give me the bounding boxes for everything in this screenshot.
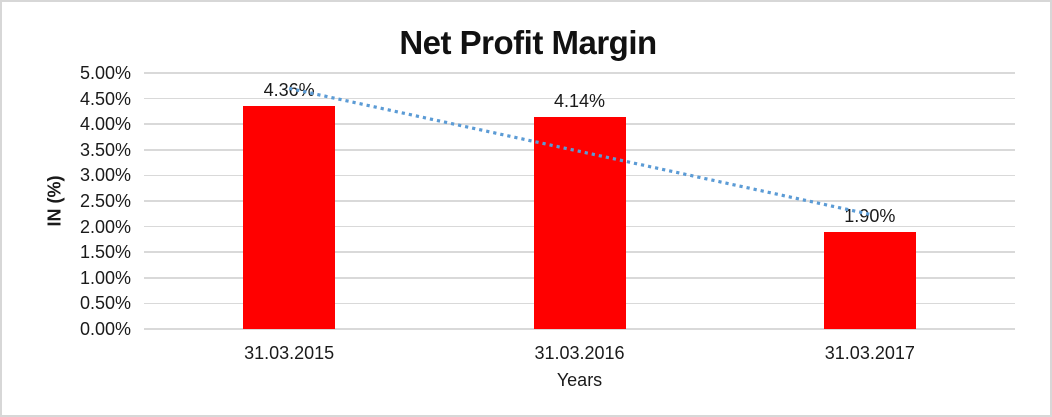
plot-area: 0.00% 0.50% 1.00% 1.50% 2.00% 2.50% 3.00% 3.50%…	[80, 63, 1015, 363]
y-axis-tick-label: 2.00%	[79, 216, 131, 237]
bar-31.03.2017	[823, 231, 916, 329]
data-label: 4.14%	[553, 91, 606, 112]
y-axis-tick-label: 0.00%	[79, 319, 131, 339]
bar-31.03.2016	[533, 117, 626, 329]
y-axis-tick-label: 3.50%	[79, 139, 131, 160]
data-label: 1.90%	[844, 205, 896, 226]
gridline	[144, 328, 1015, 330]
y-axis-tick-label: 1.00%	[79, 267, 131, 288]
y-axis-tick-label: 3.00%	[79, 165, 131, 186]
x-axis-tick-label: 31.03.2015	[244, 343, 335, 363]
y-axis-tick-label: 1.50%	[79, 242, 131, 263]
data-label: 4.36%	[263, 79, 315, 100]
y-axis-tick-label: 5.00%	[79, 63, 131, 83]
y-axis-tick-label: 0.50%	[79, 293, 131, 314]
gridline	[144, 72, 1015, 74]
bar-31.03.2015	[243, 105, 336, 329]
y-axis-tick-label: 4.50%	[79, 88, 131, 109]
x-axis-title: Years	[556, 370, 603, 390]
y-axis-tick-label: 4.00%	[79, 114, 131, 135]
x-axis-tick-label: 31.03.2016	[534, 343, 625, 363]
x-axis-tick-label: 31.03.2017	[824, 343, 915, 363]
y-axis-tick-label: 2.50%	[79, 191, 131, 211]
chart-title: Net Profit Margin	[399, 24, 657, 61]
